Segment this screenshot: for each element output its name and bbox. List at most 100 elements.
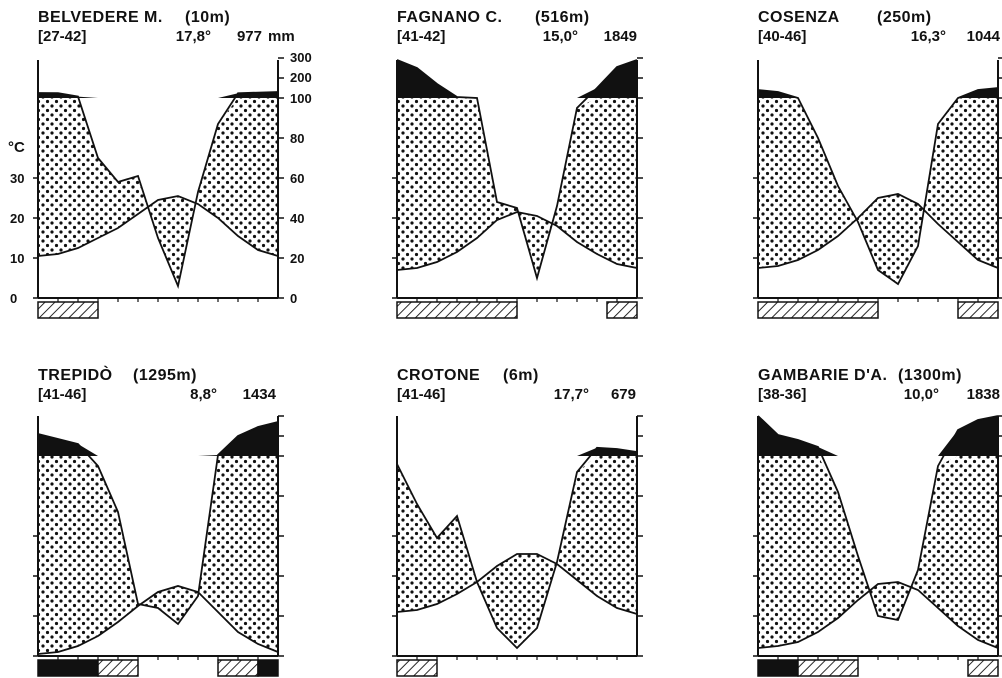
temperature-curve (757, 581, 999, 649)
station-altitude: (516m) (535, 9, 590, 26)
frost-bar-possible (37, 301, 99, 319)
perhumid-period-area (397, 60, 637, 98)
annual-precipitation: 1434 (243, 386, 277, 403)
frost-bar-possible (757, 301, 879, 319)
temperature-curve (37, 585, 279, 655)
diagram-gambarie: GAMBARIE D'A. (1300m) [38-36] 10,0° 1838 (753, 367, 1002, 677)
station-name: COSENZA (758, 9, 840, 26)
mean-temperature: 17,7° (554, 386, 589, 403)
left-tick-label: 20 (10, 211, 24, 226)
frost-bar-possible (797, 659, 859, 677)
diagram-trepido: TREPIDÒ (1295m) [41-46] 8,8° 1434 (33, 365, 284, 677)
temperature-curve (396, 553, 638, 615)
station-name: BELVEDERE M. (38, 9, 163, 26)
diagram-belvedere: BELVEDERE M. (10m) [27-42] 17,8° 977 mm … (8, 9, 312, 319)
mean-temperature: 15,0° (543, 28, 578, 45)
climate-plot (753, 57, 1002, 319)
climate-plot (392, 57, 643, 319)
frost-bar-possible (396, 301, 518, 319)
right-tick-label: 20 (290, 251, 304, 266)
right-tick-label: 100 (290, 91, 312, 106)
right-tick-label: 200 (290, 70, 312, 85)
overlay-area (758, 456, 998, 648)
precipitation-curve (396, 446, 638, 650)
precipitation-curve (757, 415, 999, 622)
mean-temperature: 10,0° (904, 386, 939, 403)
temperature-curve (757, 193, 999, 269)
perhumid-period-area (397, 447, 637, 456)
precipitation-curve (396, 59, 638, 282)
arid-period-area (38, 456, 278, 654)
right-tick-label: 40 (290, 211, 304, 226)
frost-bar-possible (396, 659, 438, 677)
station-altitude: (10m) (185, 9, 230, 26)
station-years: [27-42] (38, 28, 86, 45)
right-tick-label: 60 (290, 171, 304, 186)
precipitation-curve (37, 421, 279, 626)
climate-plot (392, 415, 643, 677)
frost-bar-possible (967, 659, 999, 677)
overlay-area (397, 456, 637, 648)
arid-period-area (397, 456, 637, 648)
diagram-fagnano: FAGNANO C. (516m) [41-42] 15,0° 1849 (392, 9, 643, 319)
diagram-cosenza: COSENZA (250m) [40-46] 16,3° 1044 (753, 9, 1002, 319)
left-tick-label: 30 (10, 171, 24, 186)
arid-period-area (38, 98, 278, 286)
overlay-area (38, 98, 278, 286)
temperature-unit: °C (8, 139, 25, 156)
station-name: FAGNANO C. (397, 9, 502, 26)
left-tick-label: 0 (10, 291, 17, 306)
arid-period-area (758, 456, 998, 648)
climate-plot (753, 415, 1002, 677)
mean-temperature: 17,8° (176, 28, 211, 45)
frost-bar-possible (606, 301, 638, 319)
annual-precipitation: 1044 (967, 28, 1001, 45)
arid-period-area (758, 98, 998, 284)
right-tick-label: 80 (290, 131, 304, 146)
arid-period-area (397, 98, 637, 278)
station-years: [41-46] (397, 386, 445, 403)
perhumid-period-area (38, 92, 278, 98)
station-years: [41-46] (38, 386, 86, 403)
station-years: [40-46] (758, 28, 806, 45)
frost-bar-possible (217, 659, 259, 677)
frost-bar-certain (37, 659, 99, 677)
temperature-curve (37, 195, 279, 257)
temperature-curve (396, 211, 638, 271)
station-altitude: (250m) (877, 9, 932, 26)
precipitation-curve (757, 87, 999, 286)
climate-plot (33, 57, 284, 319)
station-name: CROTONE (397, 367, 480, 384)
annual-precipitation: 679 (611, 386, 636, 403)
frost-bar-possible (957, 301, 999, 319)
overlay-area (38, 456, 278, 654)
perhumid-period-area (758, 416, 998, 456)
climate-plot (33, 415, 284, 677)
frost-bar-certain (757, 659, 799, 677)
annual-precipitation: 977 (237, 28, 262, 45)
precipitation-unit: mm (268, 28, 295, 45)
perhumid-period-area (38, 422, 278, 456)
annual-precipitation: 1838 (967, 386, 1000, 403)
right-tick-label: 300 (290, 50, 312, 65)
station-altitude: (1300m) (898, 367, 962, 384)
station-years: [41-42] (397, 28, 445, 45)
frost-bar-certain (257, 659, 279, 677)
overlay-area (758, 98, 998, 284)
station-altitude: (1295m) (133, 367, 197, 384)
mean-temperature: 16,3° (911, 28, 946, 45)
precipitation-curve (37, 91, 279, 290)
perhumid-period-area (758, 88, 998, 98)
diagram-crotone: CROTONE (6m) [41-46] 17,7° 679 (392, 367, 643, 677)
annual-precipitation: 1849 (604, 28, 637, 45)
overlay-area (397, 98, 637, 278)
mean-temperature: 8,8° (190, 386, 217, 403)
right-tick-label: 0 (290, 291, 297, 306)
station-name: TREPIDÒ (38, 365, 113, 384)
frost-bar-possible (97, 659, 139, 677)
station-altitude: (6m) (503, 367, 539, 384)
station-name: GAMBARIE D'A. (758, 367, 887, 384)
station-years: [38-36] (758, 386, 806, 403)
left-tick-label: 10 (10, 251, 24, 266)
